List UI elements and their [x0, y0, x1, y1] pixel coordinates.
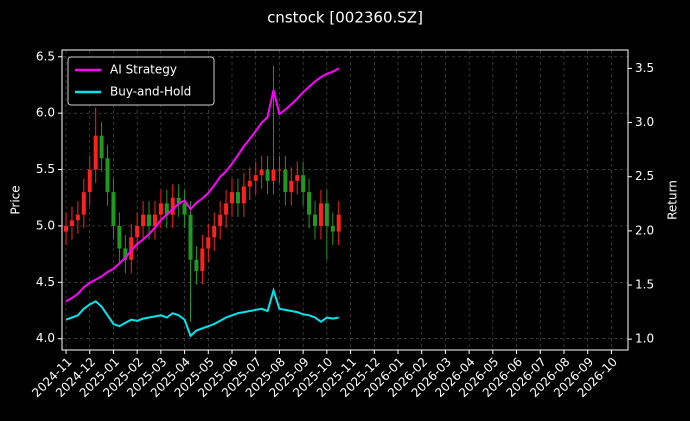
- candle-body: [170, 197, 175, 215]
- candle-body: [129, 237, 134, 260]
- candle-body: [318, 203, 323, 226]
- candle-body: [188, 214, 193, 260]
- y2-tick-label: 2.5: [635, 169, 654, 183]
- candle-body: [271, 169, 276, 181]
- candle-body: [307, 192, 312, 215]
- candle-body: [194, 259, 199, 272]
- candle-body: [206, 237, 211, 249]
- candle-body: [164, 203, 169, 215]
- return-line: [65, 286, 339, 338]
- candle-body: [182, 203, 187, 215]
- candle-body: [123, 248, 128, 260]
- candle-body: [224, 203, 229, 215]
- candle-body: [87, 169, 92, 193]
- y-axis-label: Price: [9, 185, 23, 214]
- legend-label: AI Strategy: [110, 63, 177, 77]
- candle-body: [277, 169, 282, 171]
- candle-body: [253, 175, 258, 181]
- candle-body: [111, 192, 116, 226]
- candle-body: [117, 225, 122, 249]
- candle-body: [247, 180, 252, 187]
- candle-body: [141, 214, 146, 226]
- candle-body: [105, 158, 110, 193]
- candle-body: [64, 225, 69, 232]
- candle-body: [241, 186, 246, 204]
- candle-body: [200, 248, 205, 272]
- candle-body: [336, 214, 341, 232]
- candle-body: [147, 214, 152, 226]
- candle-body: [81, 192, 86, 215]
- candle-body: [295, 175, 300, 181]
- candle-body: [99, 135, 104, 159]
- y2-tick-label: 1.5: [635, 278, 654, 292]
- candle-body: [93, 135, 98, 170]
- candle-body: [259, 169, 264, 176]
- chart-title: cnstock [002360.SZ]: [267, 9, 423, 27]
- y2-tick-label: 1.0: [635, 332, 654, 346]
- y-tick-label: 4.5: [36, 275, 55, 289]
- candle-body: [301, 175, 306, 193]
- candle-body: [69, 220, 74, 226]
- candle-body: [176, 197, 181, 204]
- y-tick-label: 4.0: [36, 331, 55, 345]
- candle-body: [283, 169, 288, 193]
- return-line: [65, 67, 340, 303]
- y-tick-label: 6.0: [36, 106, 55, 120]
- candle-body: [235, 192, 240, 204]
- candle-body: [218, 214, 223, 226]
- candle-body: [330, 225, 335, 232]
- candle-body: [313, 214, 318, 226]
- legend-box: [67, 56, 215, 106]
- candle-body: [230, 192, 235, 204]
- y-tick-label: 6.5: [36, 49, 55, 63]
- candle-body: [324, 203, 329, 226]
- legend-label: Buy-and-Hold: [110, 85, 191, 99]
- candle-body: [289, 180, 294, 193]
- candle-body: [158, 203, 163, 215]
- y-tick-label: 5.5: [36, 162, 55, 176]
- y2-tick-label: 2.0: [635, 223, 654, 237]
- candle-body: [75, 214, 80, 221]
- y-tick-label: 5.0: [36, 218, 55, 232]
- y2-tick-label: 3.5: [635, 61, 654, 75]
- candle-body: [212, 225, 217, 238]
- plot-frame: [61, 49, 629, 351]
- y2-tick-label: 3.0: [635, 115, 654, 129]
- y2-axis-label: Return: [666, 180, 680, 220]
- candle-body: [265, 169, 270, 181]
- candle-body: [135, 225, 140, 238]
- candle-body: [152, 214, 157, 226]
